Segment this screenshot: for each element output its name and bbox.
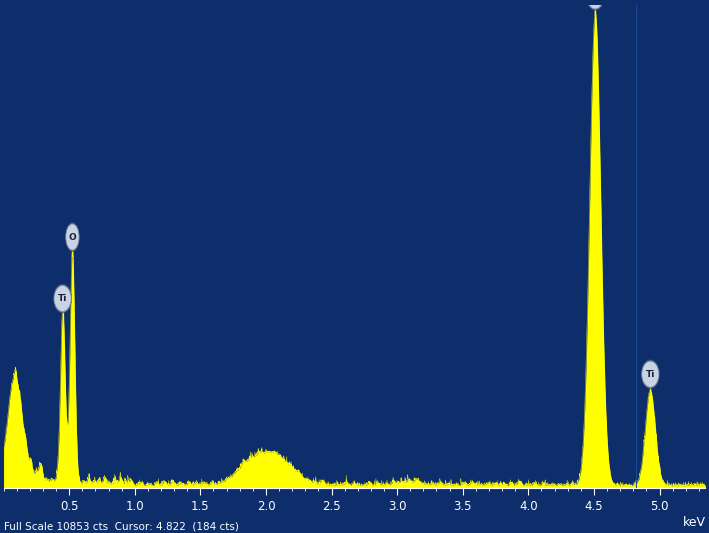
Ellipse shape [642,361,659,387]
Ellipse shape [54,284,72,313]
Ellipse shape [642,360,659,389]
Ellipse shape [586,0,604,10]
Ellipse shape [54,286,71,311]
Text: Ti: Ti [58,294,67,303]
Text: Ti: Ti [646,370,655,379]
Text: O: O [69,232,77,241]
Ellipse shape [587,0,604,9]
Ellipse shape [66,224,79,250]
Text: Full Scale 10853 cts  Cursor: 4.822  (184 cts): Full Scale 10853 cts Cursor: 4.822 (184 … [4,522,238,532]
Ellipse shape [65,223,79,252]
Text: keV: keV [683,516,705,529]
